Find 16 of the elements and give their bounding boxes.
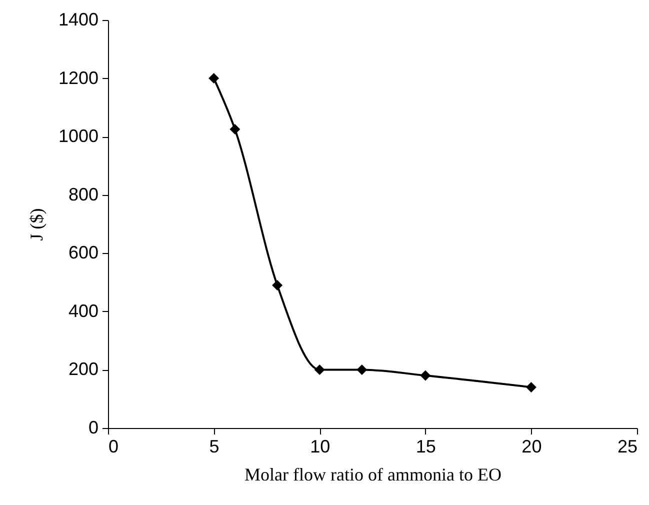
x-tick-label: 10 — [310, 436, 330, 456]
y-axis-title: J ($) — [26, 208, 46, 241]
y-tick-label: 400 — [68, 300, 98, 321]
y-tick-label: 1000 — [58, 126, 98, 146]
y-tick-label: 800 — [68, 184, 98, 204]
x-tick-label: 15 — [416, 436, 436, 456]
x-tick-label: 5 — [209, 436, 220, 456]
x-tick-label: 0 — [108, 436, 119, 456]
y-tick-label: 1200 — [58, 68, 98, 88]
x-axis-title: Molar flow ratio of ammonia to EO — [244, 464, 502, 484]
y-tick-label: 1400 — [58, 10, 98, 30]
x-tick-label: 20 — [522, 436, 542, 456]
x-tick-label: 25 — [617, 436, 638, 456]
y-tick-label: 200 — [68, 359, 98, 380]
y-tick-label: 600 — [68, 242, 98, 263]
y-tick-label: 0 — [88, 418, 98, 438]
